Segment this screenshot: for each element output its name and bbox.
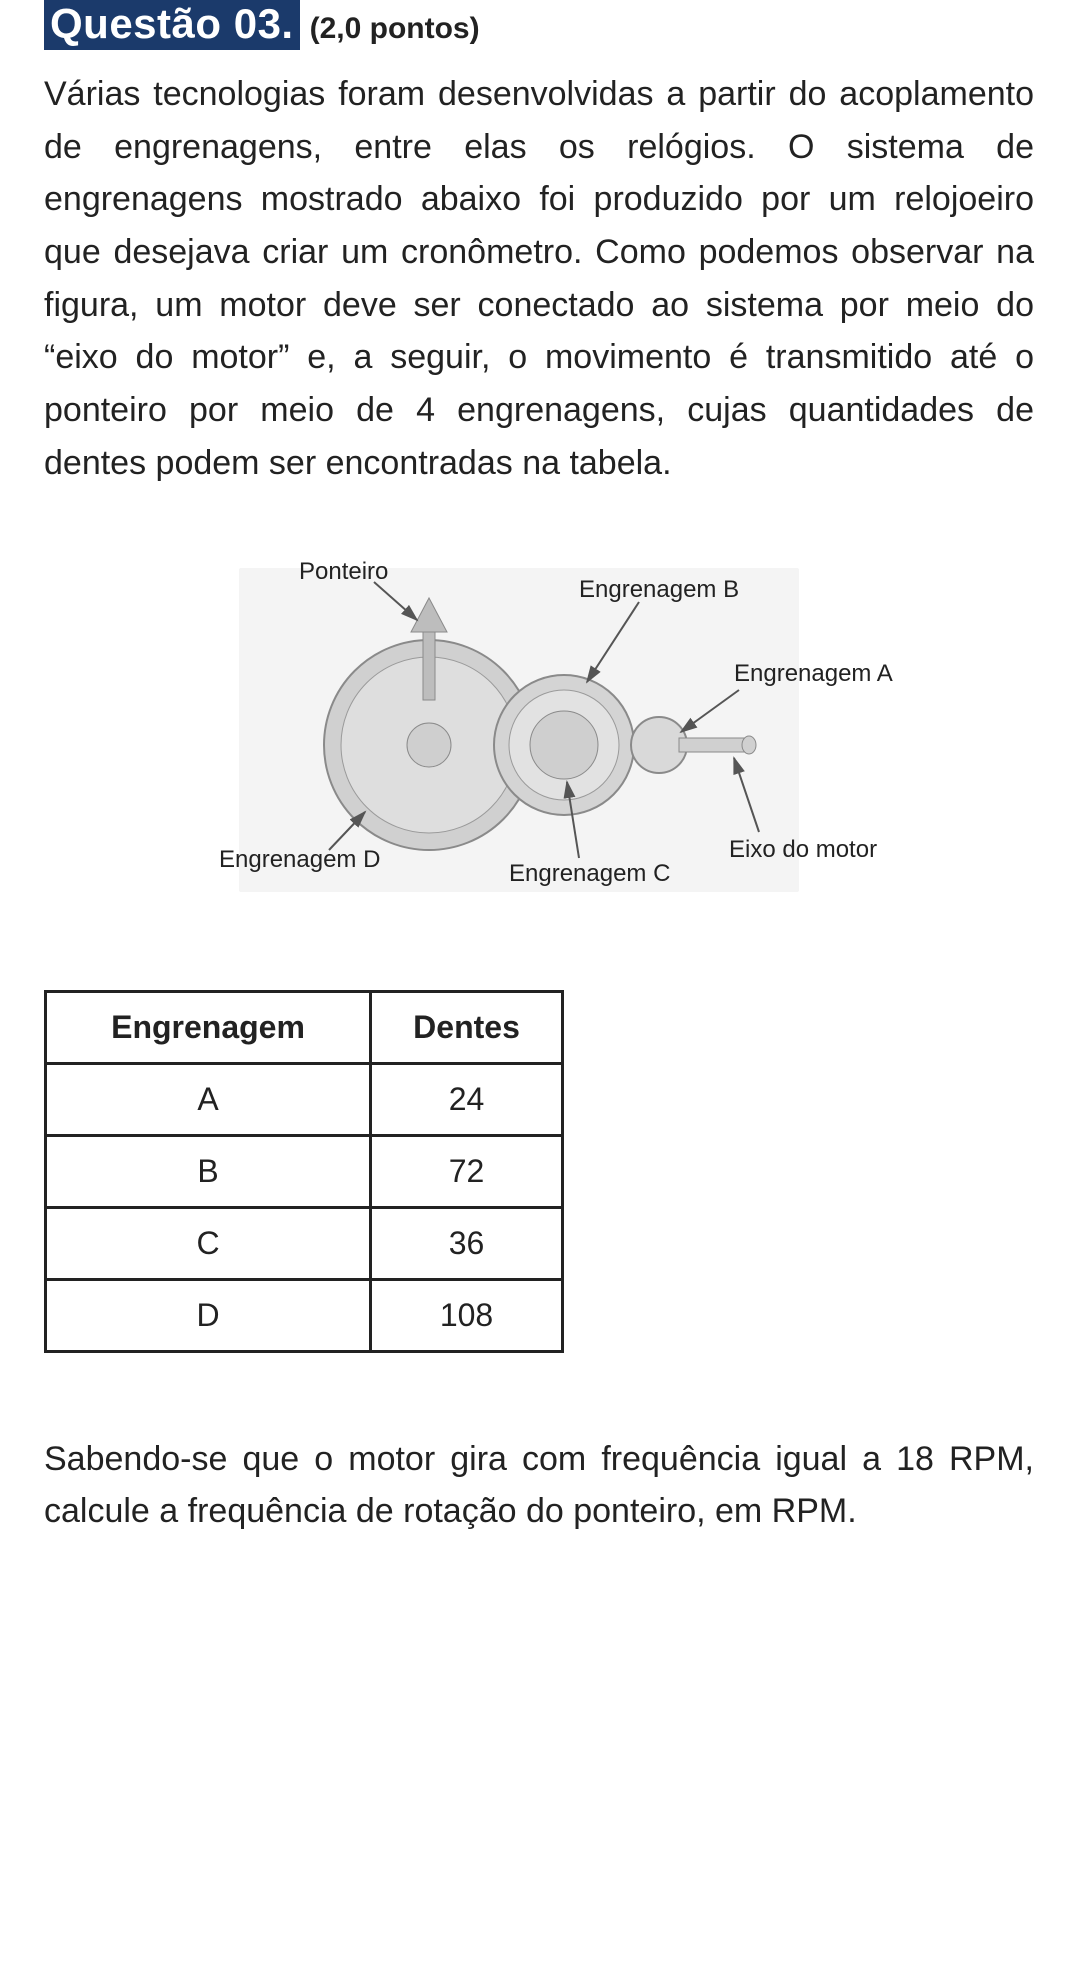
title-row: Questão 03. (2,0 pontos) xyxy=(44,0,1034,50)
table-row: D 108 xyxy=(46,1279,563,1351)
question-closing-text: Sabendo-se que o motor gira com frequênc… xyxy=(44,1433,1034,1538)
question-title-badge: Questão 03. xyxy=(44,0,300,50)
diagram-label-ponteiro: Ponteiro xyxy=(299,558,388,586)
question-body-text: Várias tecnologias foram desenvolvidas a… xyxy=(44,68,1034,490)
table-row: B 72 xyxy=(46,1135,563,1207)
table-cell: 72 xyxy=(371,1135,563,1207)
table-header-dentes: Dentes xyxy=(371,991,563,1063)
table-row: A 24 xyxy=(46,1063,563,1135)
table-cell: A xyxy=(46,1063,371,1135)
table-cell: D xyxy=(46,1279,371,1351)
table-cell: 108 xyxy=(371,1279,563,1351)
question-points: (2,0 pontos) xyxy=(310,12,480,46)
diagram-label-engrenagem-b: Engrenagem B xyxy=(579,576,739,604)
diagram-label-eixo-do-motor: Eixo do motor xyxy=(729,836,877,864)
table-cell: C xyxy=(46,1207,371,1279)
diagram-label-engrenagem-a: Engrenagem A xyxy=(734,660,893,688)
table-cell: 36 xyxy=(371,1207,563,1279)
table-cell: 24 xyxy=(371,1063,563,1135)
page-root: Questão 03. (2,0 pontos) Várias tecnolog… xyxy=(0,0,1078,1598)
table-cell: B xyxy=(46,1135,371,1207)
table-row: C 36 xyxy=(46,1207,563,1279)
table-header-engrenagem: Engrenagem xyxy=(46,991,371,1063)
gear-diagram: Ponteiro Engrenagem B Engrenagem A Eixo … xyxy=(179,550,899,910)
gear-teeth-table: Engrenagem Dentes A 24 B 72 C 36 D 108 xyxy=(44,990,564,1353)
diagram-label-engrenagem-d: Engrenagem D xyxy=(219,846,380,874)
table-header-row: Engrenagem Dentes xyxy=(46,991,563,1063)
diagram-label-engrenagem-c: Engrenagem C xyxy=(509,860,670,888)
